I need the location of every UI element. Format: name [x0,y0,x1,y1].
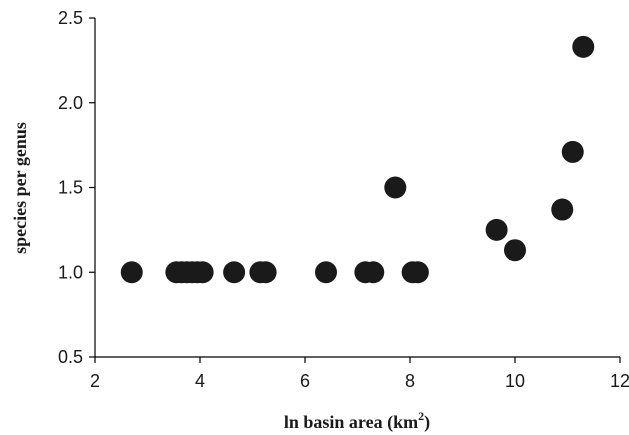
data-point [485,218,508,241]
x-axis-title-superscript: 2 [418,409,424,423]
y-tick-label: 1.5 [58,178,83,198]
y-tick-label: 2.0 [58,93,83,113]
x-axis-title-close: ) [424,412,430,433]
x-tick-label: 12 [610,371,629,391]
x-tick-label: 2 [90,371,100,391]
y-axis-title: species per genus [10,122,30,254]
y-tick-label: 0.5 [58,347,83,367]
x-tick-label: 4 [195,371,205,391]
x-tick-label: 6 [300,371,310,391]
y-tick-label: 1.0 [58,262,83,282]
data-point [120,261,143,284]
axes [94,18,620,358]
x-tick-label: 8 [405,371,415,391]
data-point [572,35,595,58]
x-tick-label: 10 [505,371,525,391]
data-point [551,198,574,221]
data-point [191,261,214,284]
data-point [362,261,385,284]
x-axis-title: ln basin area (km2) [284,409,430,433]
x-axis-title-text: ln basin area (km [284,412,418,433]
y-ticks: 0.5 1.0 1.5 2.0 2.5 [58,8,95,367]
data-point [384,176,407,199]
y-tick-label: 2.5 [58,8,83,28]
data-point [504,239,526,262]
data-point [254,261,277,284]
data-points [120,35,595,284]
data-point [315,261,337,284]
data-point [223,261,246,284]
data-point [406,261,429,284]
data-point [561,140,584,163]
x-ticks: 2 4 6 8 10 12 [90,357,629,391]
